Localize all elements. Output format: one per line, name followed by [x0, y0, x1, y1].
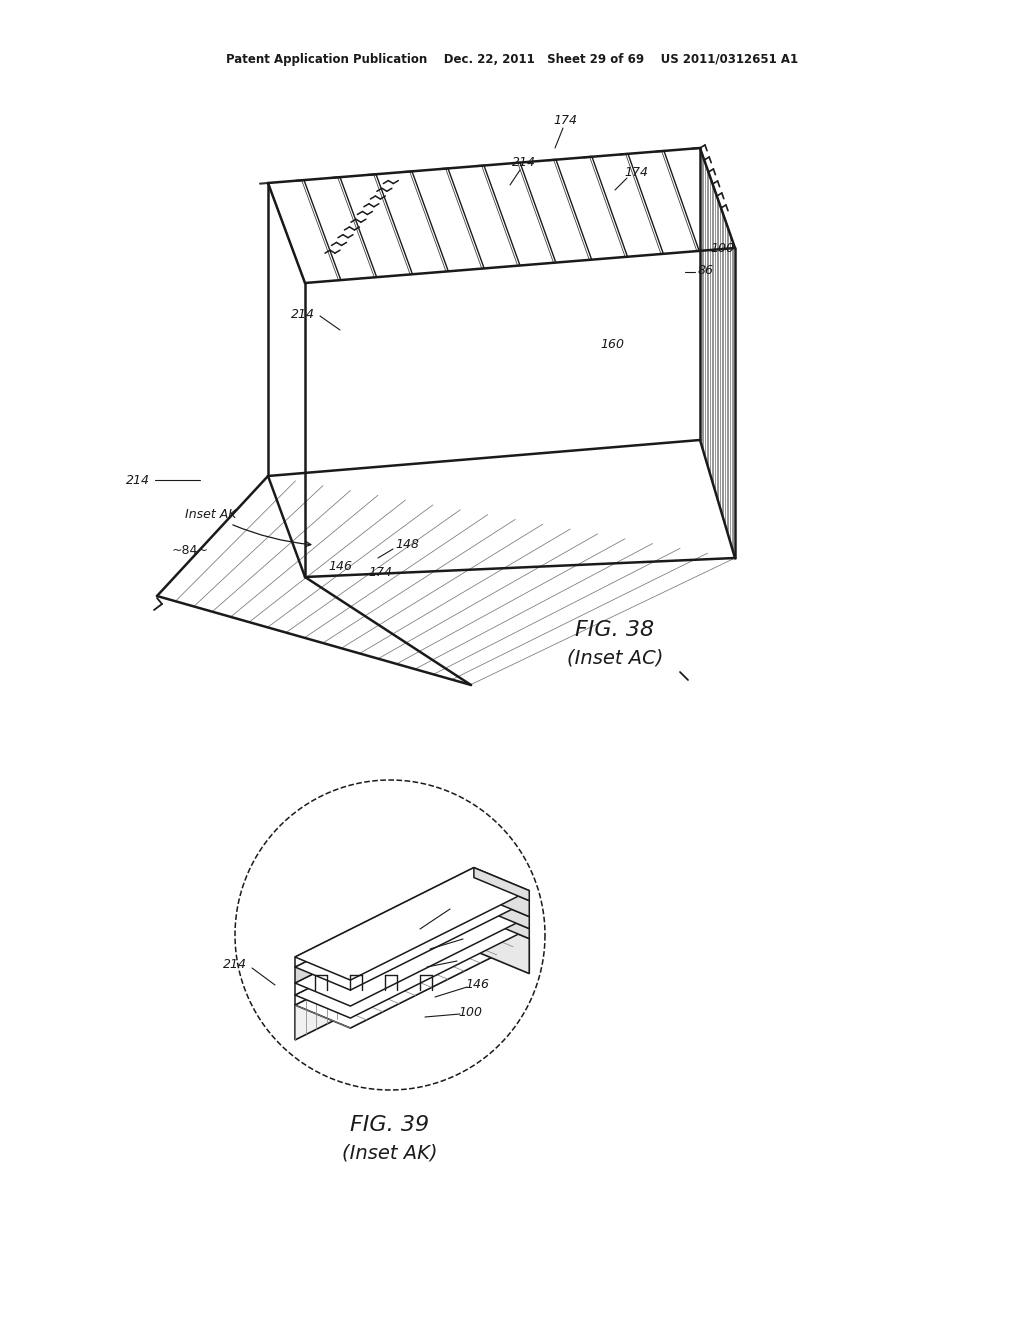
Polygon shape [157, 477, 735, 685]
Polygon shape [295, 867, 474, 968]
Polygon shape [474, 867, 529, 900]
Text: 174: 174 [449, 900, 472, 913]
Polygon shape [295, 894, 474, 995]
Polygon shape [474, 878, 529, 916]
Text: Patent Application Publication    Dec. 22, 2011   Sheet 29 of 69    US 2011/0312: Patent Application Publication Dec. 22, … [226, 54, 798, 66]
Polygon shape [474, 906, 529, 939]
Polygon shape [295, 906, 474, 1005]
Polygon shape [295, 916, 529, 1028]
Polygon shape [295, 916, 474, 1040]
Text: 148: 148 [395, 539, 419, 552]
Text: 146: 146 [328, 561, 352, 573]
Text: 86: 86 [459, 953, 475, 965]
Text: 174: 174 [553, 114, 577, 127]
Text: 86: 86 [698, 264, 714, 276]
Polygon shape [700, 148, 735, 558]
Polygon shape [295, 867, 529, 979]
Text: ~84~: ~84~ [172, 544, 209, 557]
Text: Inset AK: Inset AK [185, 508, 311, 546]
Text: 214: 214 [512, 157, 536, 169]
Text: (Inset AC): (Inset AC) [567, 648, 664, 668]
Text: 146: 146 [465, 978, 489, 991]
Polygon shape [268, 183, 305, 577]
Text: 100: 100 [458, 1006, 482, 1019]
Polygon shape [268, 183, 305, 577]
Text: 214: 214 [223, 958, 247, 972]
Polygon shape [295, 894, 529, 1006]
Polygon shape [268, 148, 735, 282]
Text: 100: 100 [710, 242, 734, 255]
Polygon shape [295, 878, 529, 990]
Text: (Inset AK): (Inset AK) [342, 1143, 437, 1163]
Polygon shape [474, 916, 529, 974]
Text: 148: 148 [461, 931, 485, 944]
Text: 214: 214 [126, 474, 150, 487]
Polygon shape [295, 878, 474, 983]
Text: 160: 160 [600, 338, 624, 351]
Polygon shape [474, 894, 529, 929]
Text: 174: 174 [624, 165, 648, 178]
Text: FIG. 38: FIG. 38 [575, 620, 654, 640]
Polygon shape [295, 906, 529, 1018]
Text: 174: 174 [368, 565, 392, 578]
Text: 214: 214 [291, 309, 315, 322]
Text: FIG. 39: FIG. 39 [350, 1115, 429, 1135]
